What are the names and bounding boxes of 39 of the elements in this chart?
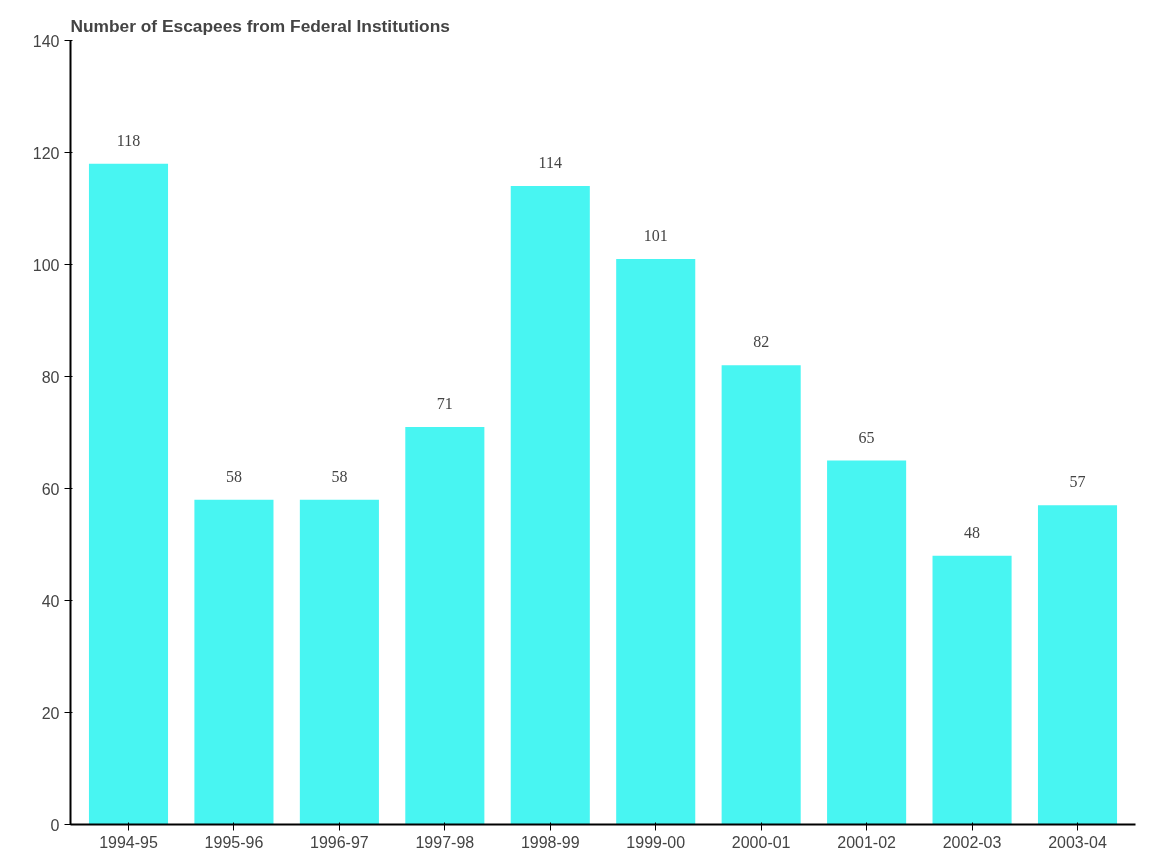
data-label: 82 (753, 333, 770, 351)
data-label: 114 (538, 154, 562, 172)
y-tick-label: 80 (41, 368, 60, 386)
bar (88, 163, 169, 825)
bar (299, 499, 379, 825)
x-tick-label: 2001-02 (837, 833, 897, 851)
x-tick-label: 1994-95 (99, 833, 158, 851)
bar (510, 186, 590, 825)
data-label: 71 (436, 394, 453, 412)
chart-title: Number of Escapees from Federal Institutions (70, 15, 450, 36)
data-label: 58 (225, 467, 242, 485)
x-tick-label: 2000-01 (731, 833, 791, 851)
bar (721, 365, 801, 825)
y-tick-label: 60 (41, 480, 60, 498)
data-label: 118 (116, 131, 141, 149)
data-label: 101 (643, 226, 668, 244)
y-tick-label: 0 (50, 816, 60, 834)
bar (932, 555, 1012, 825)
y-tick-label: 20 (41, 704, 60, 722)
data-label: 65 (858, 428, 875, 446)
x-tick-label: 1996-97 (310, 833, 369, 851)
bar (194, 499, 274, 825)
data-label: 57 (1069, 473, 1086, 491)
data-label: 58 (331, 467, 348, 485)
x-tick-label: 1997-98 (415, 833, 475, 851)
y-tick-label: 140 (32, 32, 60, 50)
x-tick-label: 2002-03 (942, 833, 1002, 851)
bar (827, 460, 907, 825)
bar (616, 258, 696, 825)
y-tick-label: 100 (32, 256, 60, 274)
x-tick-label: 1995-96 (204, 833, 264, 851)
y-tick-label: 120 (32, 144, 60, 162)
bar (405, 426, 485, 825)
x-tick-label: 2003-04 (1048, 833, 1107, 851)
x-tick-label: 1998-99 (520, 833, 580, 851)
bar (1037, 505, 1118, 825)
x-tick-label: 1999-00 (626, 833, 686, 851)
y-tick-label: 40 (41, 592, 60, 610)
data-label: 48 (964, 523, 981, 541)
